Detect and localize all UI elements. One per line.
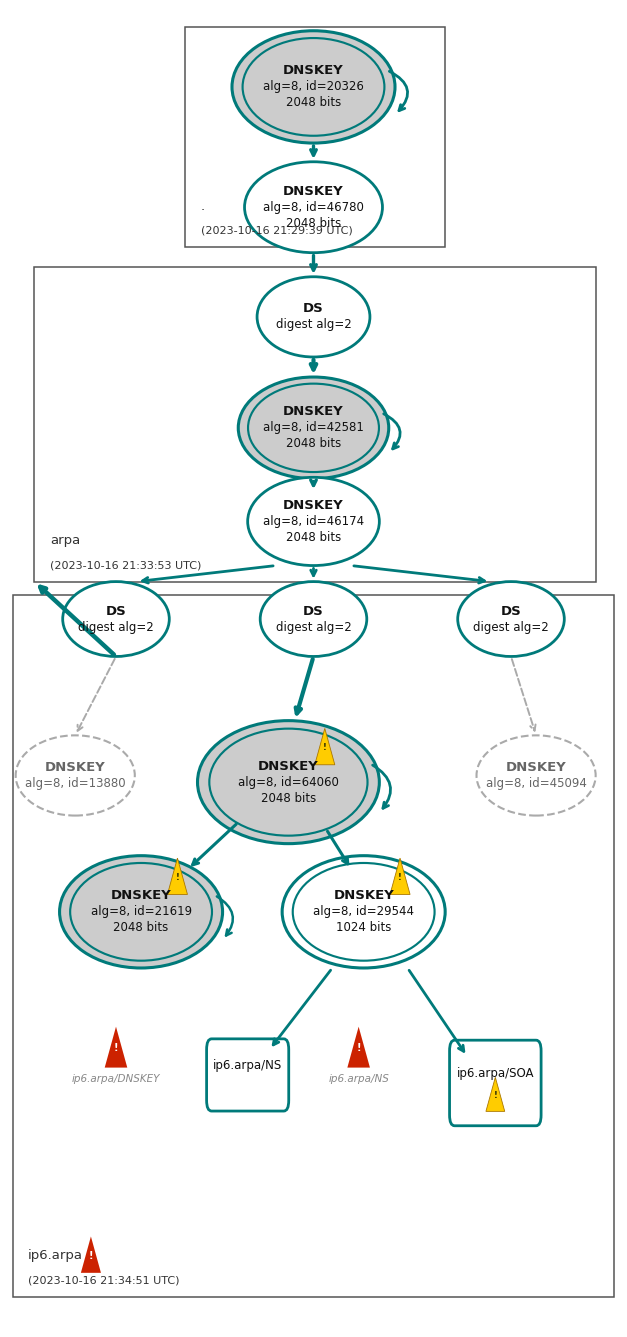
Text: 2048 bits: 2048 bits bbox=[286, 217, 341, 230]
Text: DNSKEY: DNSKEY bbox=[45, 761, 105, 774]
Text: digest alg=2: digest alg=2 bbox=[276, 318, 351, 332]
Text: DNSKEY: DNSKEY bbox=[283, 499, 344, 512]
Text: .: . bbox=[201, 201, 205, 213]
Text: 1024 bits: 1024 bits bbox=[336, 921, 391, 935]
Text: DS: DS bbox=[500, 604, 522, 618]
Text: 2048 bits: 2048 bits bbox=[286, 96, 341, 110]
Text: DNSKEY: DNSKEY bbox=[506, 761, 566, 774]
Text: DS: DS bbox=[303, 604, 324, 618]
Text: ip6.arpa/DNSKEY: ip6.arpa/DNSKEY bbox=[71, 1074, 161, 1084]
Ellipse shape bbox=[257, 277, 370, 357]
Text: DNSKEY: DNSKEY bbox=[111, 889, 171, 902]
Text: DNSKEY: DNSKEY bbox=[334, 889, 394, 902]
Ellipse shape bbox=[16, 735, 135, 816]
Text: 2048 bits: 2048 bits bbox=[113, 921, 169, 935]
Ellipse shape bbox=[245, 162, 382, 253]
Text: alg=8, id=46174: alg=8, id=46174 bbox=[263, 515, 364, 528]
Text: 2048 bits: 2048 bits bbox=[286, 437, 341, 451]
Text: DS: DS bbox=[303, 302, 324, 316]
Text: ip6.arpa/SOA: ip6.arpa/SOA bbox=[456, 1067, 534, 1080]
Text: (2023-10-16 21:33:53 UTC): (2023-10-16 21:33:53 UTC) bbox=[50, 560, 201, 570]
Bar bbox=[34, 267, 596, 582]
Text: !: ! bbox=[323, 743, 327, 753]
Text: (2023-10-16 21:34:51 UTC): (2023-10-16 21:34:51 UTC) bbox=[28, 1275, 180, 1285]
Text: ip6.arpa/NS: ip6.arpa/NS bbox=[328, 1074, 389, 1084]
Text: alg=8, id=21619: alg=8, id=21619 bbox=[90, 905, 192, 919]
Text: alg=8, id=42581: alg=8, id=42581 bbox=[263, 421, 364, 435]
Text: DNSKEY: DNSKEY bbox=[283, 405, 344, 418]
FancyBboxPatch shape bbox=[450, 1040, 541, 1126]
Text: alg=8, id=64060: alg=8, id=64060 bbox=[238, 775, 339, 789]
Text: DNSKEY: DNSKEY bbox=[283, 64, 344, 78]
Ellipse shape bbox=[232, 31, 395, 143]
Text: DNSKEY: DNSKEY bbox=[283, 185, 344, 198]
Ellipse shape bbox=[60, 856, 223, 968]
Text: alg=8, id=46780: alg=8, id=46780 bbox=[263, 201, 364, 214]
Text: arpa: arpa bbox=[50, 535, 80, 547]
Polygon shape bbox=[167, 858, 187, 894]
Text: !: ! bbox=[88, 1250, 93, 1261]
FancyBboxPatch shape bbox=[207, 1039, 288, 1111]
Text: ip6.arpa/NS: ip6.arpa/NS bbox=[213, 1059, 282, 1072]
Text: !: ! bbox=[356, 1043, 361, 1054]
Text: (2023-10-16 21:29:39 UTC): (2023-10-16 21:29:39 UTC) bbox=[201, 226, 352, 235]
Ellipse shape bbox=[282, 856, 445, 968]
Ellipse shape bbox=[248, 477, 379, 566]
Text: alg=8, id=20326: alg=8, id=20326 bbox=[263, 80, 364, 94]
Text: digest alg=2: digest alg=2 bbox=[276, 620, 351, 634]
Text: !: ! bbox=[493, 1091, 497, 1100]
Text: DNSKEY: DNSKEY bbox=[258, 759, 319, 773]
Text: alg=8, id=29544: alg=8, id=29544 bbox=[313, 905, 414, 919]
Text: !: ! bbox=[113, 1043, 119, 1054]
Ellipse shape bbox=[63, 582, 169, 656]
Ellipse shape bbox=[198, 721, 379, 844]
Text: !: ! bbox=[176, 873, 179, 882]
Polygon shape bbox=[390, 858, 410, 894]
Ellipse shape bbox=[260, 582, 367, 656]
Ellipse shape bbox=[238, 377, 389, 479]
Bar bbox=[185, 27, 445, 247]
Text: !: ! bbox=[398, 873, 402, 882]
Polygon shape bbox=[315, 729, 335, 765]
Text: digest alg=2: digest alg=2 bbox=[78, 620, 154, 634]
Text: DS: DS bbox=[105, 604, 127, 618]
Text: digest alg=2: digest alg=2 bbox=[473, 620, 549, 634]
Text: alg=8, id=45094: alg=8, id=45094 bbox=[486, 777, 586, 790]
Text: alg=8, id=13880: alg=8, id=13880 bbox=[25, 777, 125, 790]
Ellipse shape bbox=[477, 735, 596, 816]
Text: 2048 bits: 2048 bits bbox=[286, 531, 341, 544]
Polygon shape bbox=[105, 1027, 127, 1067]
Polygon shape bbox=[347, 1027, 370, 1067]
Ellipse shape bbox=[458, 582, 564, 656]
Text: ip6.arpa: ip6.arpa bbox=[28, 1250, 83, 1262]
Polygon shape bbox=[81, 1237, 101, 1273]
Polygon shape bbox=[486, 1078, 505, 1111]
Bar bbox=[13, 595, 614, 1297]
Text: 2048 bits: 2048 bits bbox=[261, 792, 316, 805]
